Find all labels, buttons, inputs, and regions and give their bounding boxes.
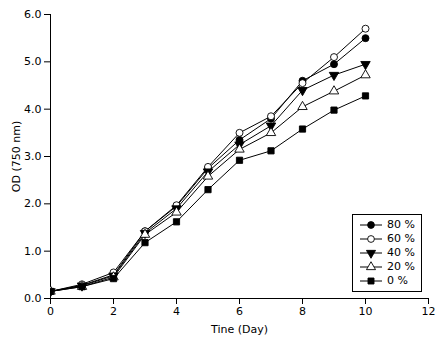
html-text:40 %: 40 % (387, 246, 415, 259)
svg-text:10: 10 (359, 305, 373, 318)
svg-text:Tine (Day): Tine (Day) (210, 323, 268, 336)
svg-text:4: 4 (173, 305, 180, 318)
svg-text:6: 6 (236, 305, 243, 318)
svg-text:2.0: 2.0 (24, 197, 42, 210)
svg-text:5.0: 5.0 (24, 55, 42, 68)
svg-text:6.0: 6.0 (24, 8, 42, 21)
svg-text:2: 2 (110, 305, 117, 318)
html-text:20 %: 20 % (387, 260, 415, 273)
html-text:60 %: 60 % (387, 232, 415, 245)
svg-text:3.0: 3.0 (24, 150, 42, 163)
svg-text:OD (750 nm): OD (750 nm) (10, 121, 23, 192)
svg-text:1.0: 1.0 (24, 245, 42, 258)
svg-text:8: 8 (299, 305, 306, 318)
svg-text:0: 0 (47, 305, 54, 318)
html-text:0 %: 0 % (387, 274, 408, 287)
svg-text:0.0: 0.0 (24, 292, 42, 305)
svg-text:4.0: 4.0 (24, 103, 42, 116)
html-text:80 %: 80 % (387, 218, 415, 231)
svg-text:12: 12 (422, 305, 436, 318)
